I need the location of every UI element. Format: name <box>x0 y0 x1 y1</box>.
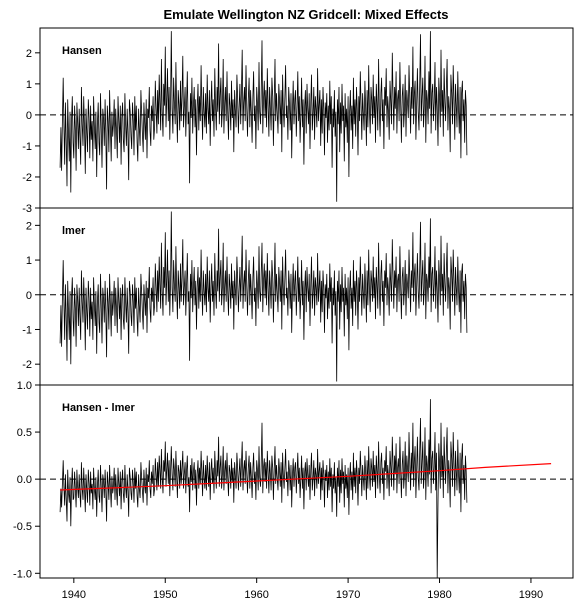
x-tick-label: 1990 <box>519 589 543 601</box>
y-tick-label: -1 <box>22 324 32 336</box>
y-tick-label: -0.5 <box>13 521 32 533</box>
panel-label: lmer <box>62 225 86 237</box>
y-tick-label: 1.0 <box>17 380 32 392</box>
x-tick-label: 1970 <box>336 589 360 601</box>
y-tick-label: 2 <box>26 220 32 232</box>
y-tick-label: 0.5 <box>17 427 32 439</box>
y-tick-label: 0.0 <box>17 474 32 486</box>
x-tick-label: 1980 <box>427 589 451 601</box>
panel-3: -1.0 -0.5 0.0 0.5 1.0 Hansen - lmer 1940 1950 19… <box>13 380 574 601</box>
y-tick-label: -1 <box>22 141 32 153</box>
panel-label: Hansen <box>62 45 102 57</box>
y-tick-label: -2 <box>22 359 32 371</box>
y-tick-label: 2 <box>26 48 32 60</box>
x-tick-label: 1950 <box>153 589 177 601</box>
y-tick-label: 1 <box>26 255 32 267</box>
trend-line <box>60 463 552 491</box>
series-line <box>59 211 468 382</box>
y-tick-label: -3 <box>22 203 32 215</box>
y-tick-label: 0 <box>26 290 32 302</box>
panel-frame <box>39 384 574 579</box>
x-tick-label: 1940 <box>62 589 86 601</box>
panel-2: -2 -1 0 1 2 lmer <box>22 207 574 386</box>
y-tick-label: 1 <box>26 79 32 91</box>
y-tick-label: -1.0 <box>13 568 32 580</box>
panel-label: Hansen - lmer <box>62 402 135 414</box>
y-tick-label: 0 <box>26 110 32 122</box>
chart-title: Emulate Wellington NZ Gridcell: Mixed Ef… <box>163 7 448 22</box>
x-tick-label: 1960 <box>244 589 268 601</box>
series-line <box>59 31 468 202</box>
y-tick-label: -2 <box>22 172 32 184</box>
panel-1: -3 -2 -1 0 1 2 Hansen <box>22 27 574 215</box>
series-line <box>59 399 468 578</box>
panels: -3 -2 -1 0 1 2 Hansen -2 -1 0 1 2 lmer -1.0 -0.5 0.0 0.5… <box>13 27 574 601</box>
